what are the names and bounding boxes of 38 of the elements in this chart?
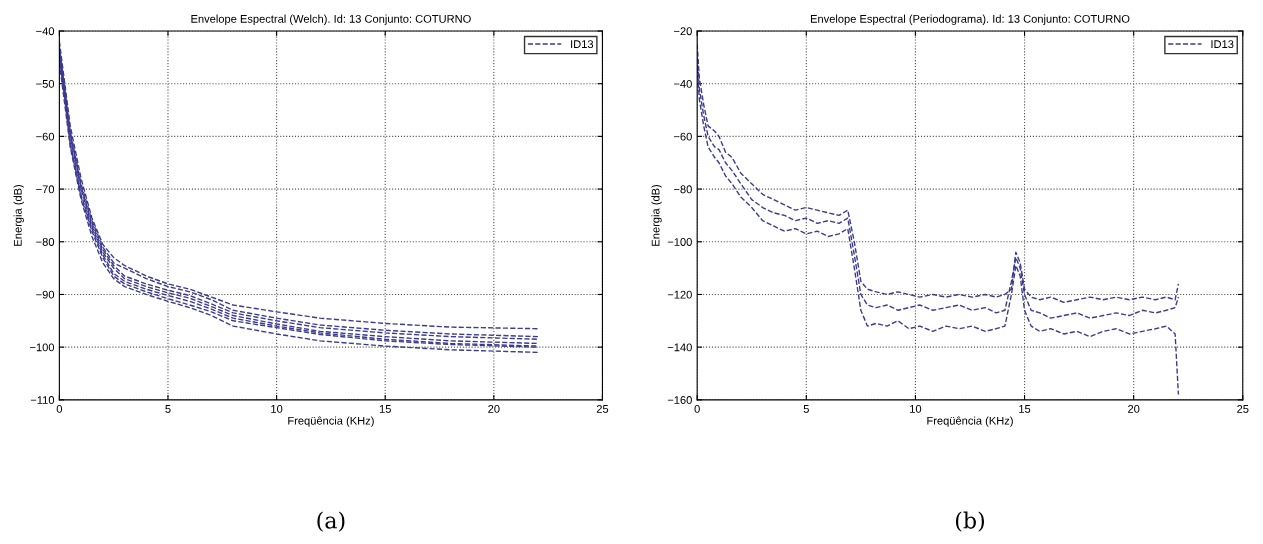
text: (b): [955, 511, 985, 532]
x-tick-label: 5: [165, 405, 171, 413]
x-tick-label: 15: [379, 405, 391, 413]
x-tick-label: 0: [56, 404, 63, 413]
y-tick-label: −70: [36, 185, 55, 194]
y-tick-label: −100: [30, 343, 55, 352]
text: (a): [317, 511, 345, 532]
x-tick-label: 25: [1237, 404, 1249, 413]
x-tick-label: 5: [803, 405, 809, 413]
x-tick-label: 10: [271, 404, 283, 413]
legend-label: ID13: [571, 40, 594, 49]
y-tick-label: −140: [667, 343, 692, 352]
x-tick-label: 15: [1019, 405, 1031, 413]
y-tick-label: −20: [674, 27, 692, 36]
y-tick-label: −50: [36, 79, 55, 88]
x-axis-title: Freqüência (KHz): [288, 416, 374, 427]
y-tick-label: −160: [667, 396, 692, 404]
x-tick-label: 20: [1128, 404, 1140, 413]
y-tick-label: −40: [674, 79, 692, 88]
y-tick-label: −90: [36, 290, 55, 299]
y-tick-label: −60: [674, 132, 692, 141]
y-axis-title: Energia (dB): [651, 184, 662, 246]
y-tick-label: −80: [674, 185, 692, 194]
y-tick-label: −40: [36, 27, 55, 36]
y-tick-label: −110: [30, 396, 55, 404]
y-tick-label: −100: [667, 238, 692, 246]
y-tick-label: −80: [36, 238, 55, 246]
x-tick-label: 25: [596, 404, 609, 413]
chart-title: Envelope Espectral (Welch). Id: 13 Conjunto: COTURNO: [191, 14, 471, 25]
legend-label: ID13: [1211, 40, 1234, 49]
x-axis-title: Freqüência (KHz): [927, 416, 1013, 427]
chart-title: Envelope Espectral (Periodograma). Id: 13 Conjunto: COTURNO: [810, 14, 1130, 25]
y-tick-label: −120: [667, 290, 692, 299]
x-tick-label: 20: [488, 404, 500, 413]
x-tick-label: 10: [910, 404, 922, 413]
y-tick-label: −60: [36, 132, 55, 141]
y-axis-title: Energia (dB): [13, 184, 24, 246]
x-tick-label: 0: [694, 404, 700, 413]
